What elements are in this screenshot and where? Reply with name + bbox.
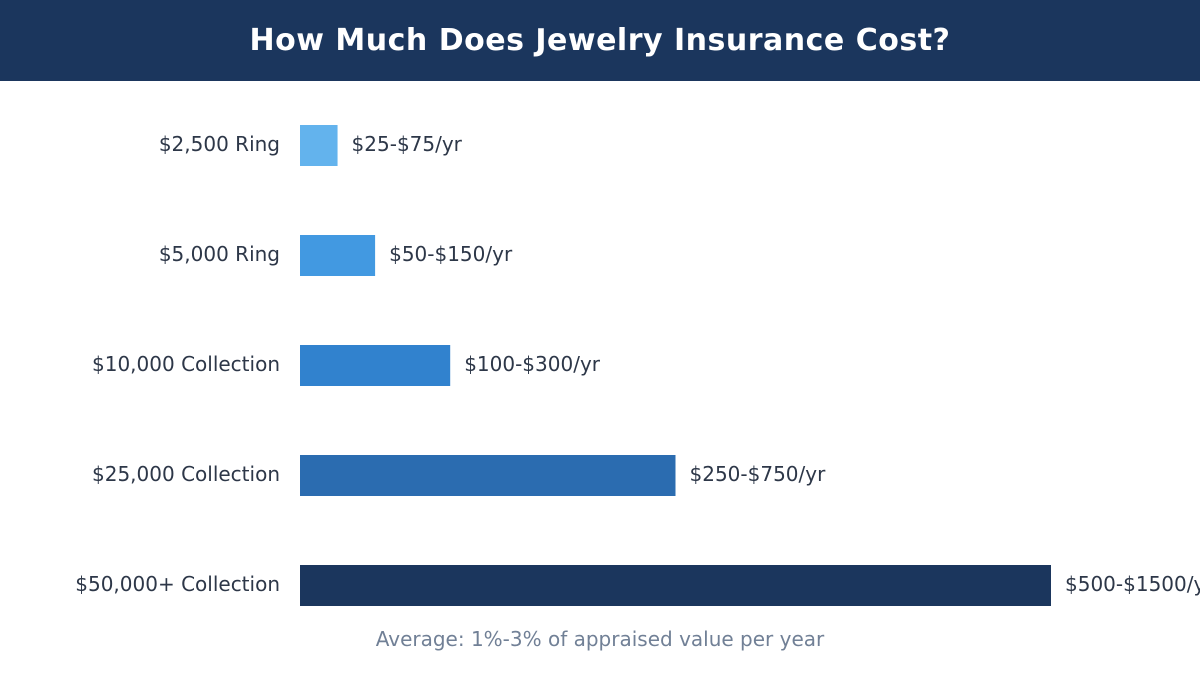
category-label: $5,000 Ring <box>159 242 280 266</box>
category-label: $50,000+ Collection <box>75 572 280 596</box>
bar-group: $50,000+ Collection $500-$1500/yr <box>75 565 1200 606</box>
chart-header: How Much Does Jewelry Insurance Cost? <box>0 0 1200 81</box>
bar-group: $10,000 Collection $100-$300/yr <box>92 345 601 386</box>
chart-footnote: Average: 1%-3% of appraised value per ye… <box>375 627 825 651</box>
value-label: $500-$1500/yr <box>1065 572 1200 596</box>
value-label: $50-$150/yr <box>389 242 513 266</box>
bar-group: $5,000 Ring $50-$150/yr <box>159 235 513 276</box>
value-label: $100-$300/yr <box>464 352 601 376</box>
value-label: $25-$75/yr <box>352 132 463 156</box>
bar <box>300 455 676 496</box>
bar-group: $2,500 Ring $25-$75/yr <box>159 125 463 166</box>
category-label: $2,500 Ring <box>159 132 280 156</box>
bar <box>300 565 1051 606</box>
bar-group: $25,000 Collection $250-$750/yr <box>92 455 826 496</box>
bar <box>300 125 338 166</box>
category-label: $25,000 Collection <box>92 462 280 486</box>
value-label: $250-$750/yr <box>690 462 827 486</box>
bars-layer: $2,500 Ring $25-$75/yr $5,000 Ring $50-$150… <box>75 125 1200 606</box>
chart-title: How Much Does Jewelry Insurance Cost? <box>249 23 951 58</box>
category-label: $10,000 Collection <box>92 352 280 376</box>
bar <box>300 235 376 276</box>
bar <box>300 345 451 386</box>
